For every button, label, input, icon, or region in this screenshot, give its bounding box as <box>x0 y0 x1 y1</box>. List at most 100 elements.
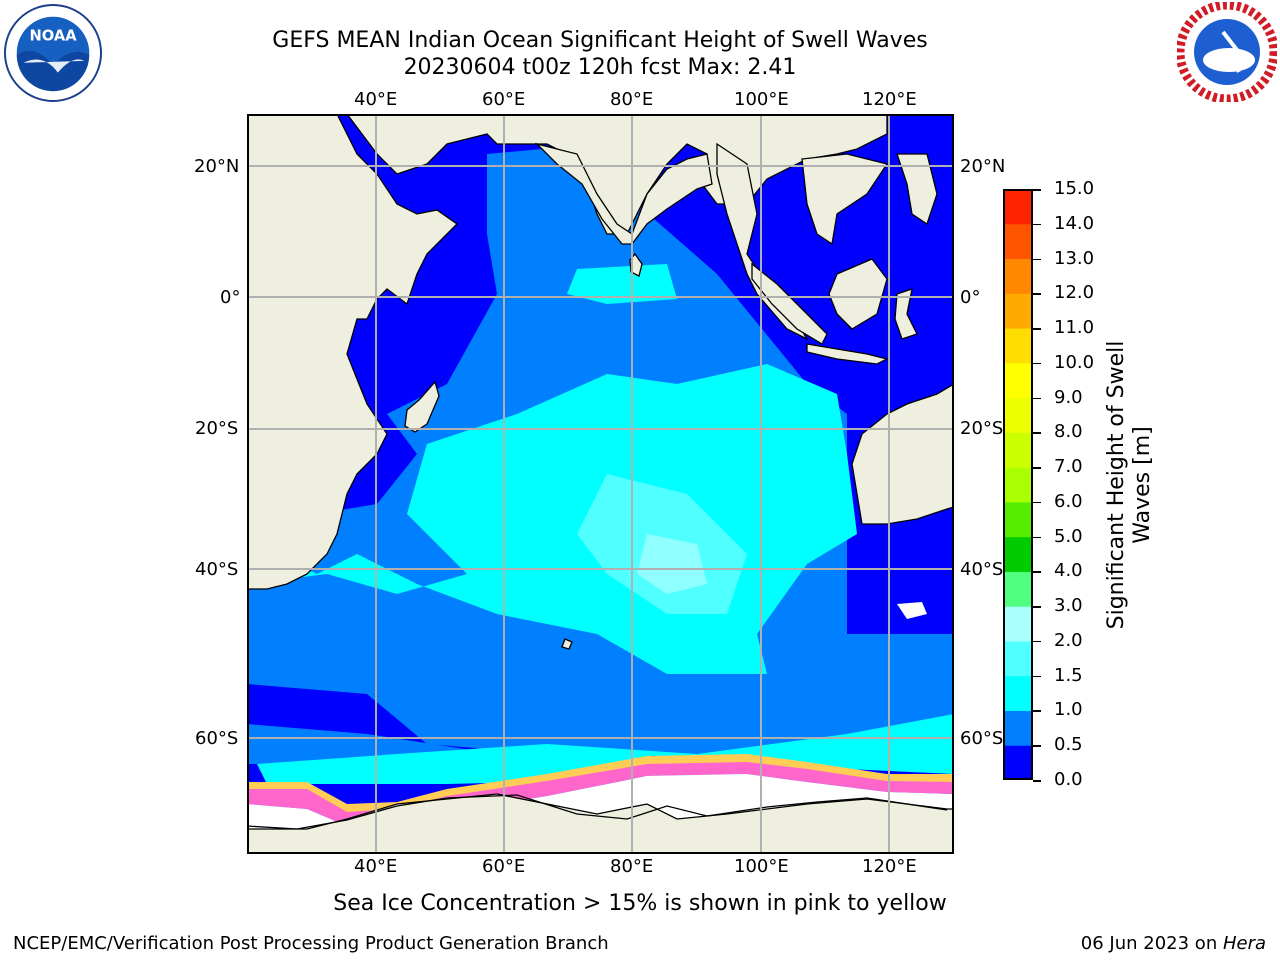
colorbar-tick-label: 0.0 <box>1054 769 1083 790</box>
colorbar-tick-mark <box>1033 501 1041 504</box>
lon-tick-bottom-120e: 120°E <box>862 856 917 877</box>
colorbar-tick-label: 7.0 <box>1054 456 1083 478</box>
colorbar-tick-label: 8.0 <box>1054 421 1083 443</box>
lon-tick-bottom-80e: 80°E <box>610 856 654 877</box>
lat-tick-left-40s: 40°S <box>195 559 239 580</box>
colorbar-tick-mark <box>1033 710 1041 712</box>
colorbar-tick-mark <box>1033 675 1041 678</box>
colorbar-border <box>1003 189 1033 780</box>
indochina-land <box>801 153 889 246</box>
lon-tick-bottom-40e: 40°E <box>354 856 398 877</box>
colorbar-tick-label: 12.0 <box>1054 282 1095 304</box>
southeast-asia-land <box>716 142 809 341</box>
lon-tick-top-40e: 40°E <box>354 89 398 110</box>
colorbar-tick-mark <box>1033 745 1041 747</box>
colorbar-segment <box>1003 258 1033 294</box>
colorbar-tick-mark <box>1033 432 1041 434</box>
swell-band-2-0 <box>637 534 707 594</box>
colorbar-segment <box>1003 328 1033 364</box>
colorbar-tick-mark <box>1033 467 1041 469</box>
noaa-logo-text: NOAA <box>29 27 77 44</box>
colorbar-tick-label: 9.0 <box>1054 386 1083 408</box>
lat-tick-right-20s: 20°S <box>960 418 1004 439</box>
lon-tick-top-60e: 60°E <box>482 89 526 110</box>
colorbar-tick-label: 3.0 <box>1054 595 1083 617</box>
swell-band-1-0-north <box>567 264 677 304</box>
colorbar-tick-label: 6.0 <box>1054 490 1083 512</box>
lat-tick-right-40s: 40°S <box>960 559 1004 580</box>
credit-branch: NCEP/EMC/Verification Post Processing Pr… <box>13 933 609 954</box>
colorbar-tick-mark <box>1033 362 1041 365</box>
colorbar-tick-mark <box>1033 189 1041 191</box>
philippines-land <box>896 153 938 226</box>
colorbar-tick-mark <box>1033 640 1041 643</box>
colorbar-tick-label: 2.0 <box>1054 629 1083 651</box>
lon-tick-top-80e: 80°E <box>610 89 654 110</box>
africa-land <box>247 114 459 590</box>
lon-tick-top-120e: 120°E <box>862 89 917 110</box>
india-land <box>534 142 713 245</box>
colorbar-tick-mark <box>1033 536 1041 539</box>
kerguelen-land <box>561 638 573 650</box>
arabia-asia-land <box>346 114 888 235</box>
colorbar-segment <box>1003 571 1033 607</box>
lat-tick-right-0: 0° <box>960 287 981 308</box>
colorbar-tick-label: 0.5 <box>1054 734 1083 756</box>
swell-height-map <box>247 114 954 854</box>
colorbar-tick-label: 1.0 <box>1054 699 1083 721</box>
colorbar-segment <box>1003 467 1033 503</box>
colorbar-tick-label: 11.0 <box>1054 317 1095 339</box>
colorbar-segment <box>1003 432 1033 468</box>
colorbar-segment <box>1003 745 1033 780</box>
colorbar-segment <box>1003 189 1033 225</box>
colorbar-segment <box>1003 362 1033 399</box>
colorbar-tick-label: 13.0 <box>1054 247 1095 269</box>
tasmania-patch <box>897 602 927 619</box>
colorbar-tick-mark <box>1033 571 1041 573</box>
colorbar-tick-mark <box>1033 293 1041 295</box>
lat-tick-left-0: 0° <box>220 287 241 308</box>
lon-tick-bottom-100e: 100°E <box>734 856 789 877</box>
lat-tick-left-20n: 20°N <box>194 156 240 177</box>
sea-ice-footnote: Sea Ice Concentration > 15% is shown in … <box>333 891 947 916</box>
colorbar-tick-label: 5.0 <box>1054 525 1083 547</box>
colorbar-tick-label: 4.0 <box>1054 560 1083 582</box>
lon-tick-bottom-60e: 60°E <box>482 856 526 877</box>
colorbar-tick-label: 15.0 <box>1054 178 1095 199</box>
sumatra-land <box>751 262 828 345</box>
lat-tick-right-20n: 20°N <box>960 156 1006 177</box>
colorbar <box>1003 189 1033 780</box>
colorbar-tick-mark <box>1033 606 1041 608</box>
national-weather-service-logo <box>1177 2 1277 102</box>
colorbar-segment <box>1003 397 1033 433</box>
colorbar-segment <box>1003 675 1033 711</box>
colorbar-segment <box>1003 223 1033 260</box>
map-border <box>247 114 954 854</box>
lat-tick-left-20s: 20°S <box>195 418 239 439</box>
credit-host: Hera <box>1222 933 1266 954</box>
colorbar-tick-mark <box>1033 397 1041 400</box>
antarctica-coast <box>247 794 948 830</box>
colorbar-tick-label: 14.0 <box>1054 212 1095 234</box>
colorbar-label: Significant Height of Swell Waves [m] <box>1104 340 1155 630</box>
colorbar-segment <box>1003 710 1033 746</box>
colorbar-segment <box>1003 606 1033 642</box>
colorbar-tick-mark <box>1033 780 1041 782</box>
colorbar-segment <box>1003 536 1033 572</box>
australia-land <box>851 383 954 525</box>
noaa-logo: NOAA <box>4 4 102 102</box>
colorbar-tick-label: 10.0 <box>1054 351 1095 373</box>
map-subtitle: 20230604 t00z 120h fcst Max: 2.41 <box>403 55 797 80</box>
credit-date: 06 Jun 2023 on Hera <box>1081 933 1266 954</box>
colorbar-tick-label: 1.5 <box>1054 664 1083 686</box>
lon-tick-top-100e: 100°E <box>734 89 789 110</box>
map-title: GEFS MEAN Indian Ocean Significant Heigh… <box>272 28 928 53</box>
credit-date-text: 06 Jun 2023 on <box>1080 933 1223 954</box>
lat-tick-right-60s: 60°S <box>960 728 1004 749</box>
colorbar-segment <box>1003 640 1033 677</box>
java-land <box>806 343 889 365</box>
map-gridlines <box>247 114 954 854</box>
colorbar-tick-mark <box>1033 223 1041 226</box>
sulawesi-land <box>894 288 918 340</box>
lat-tick-left-60s: 60°S <box>195 728 239 749</box>
